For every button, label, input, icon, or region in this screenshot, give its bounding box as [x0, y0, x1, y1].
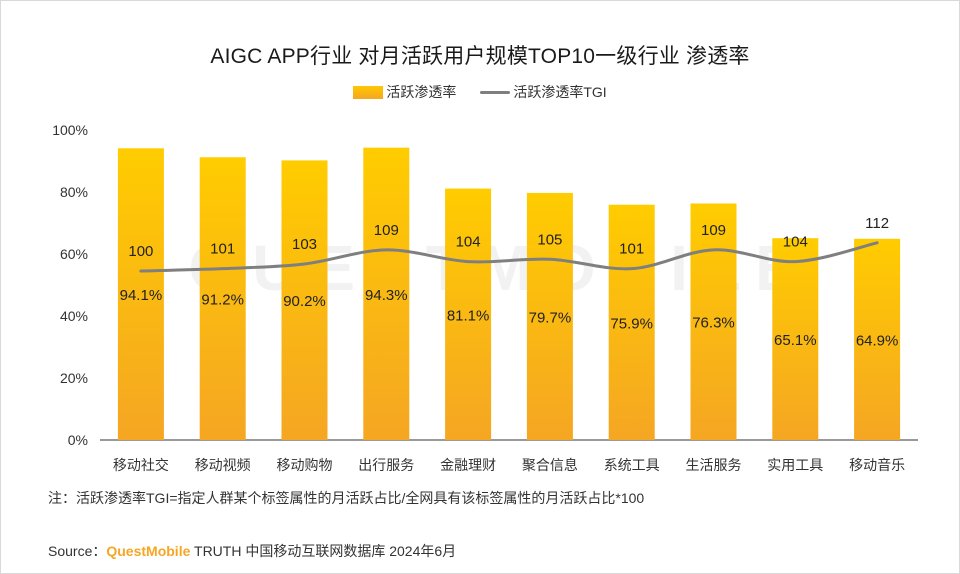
footnote: 注：活跃渗透率TGI=指定人群某个标签属性的月活跃占比/全网具有该标签属性的月活…	[48, 490, 645, 506]
bar	[445, 188, 492, 440]
tgi-value-label: 103	[292, 236, 317, 253]
y-tick-label: 20%	[60, 370, 88, 386]
tgi-value-label: 112	[865, 215, 889, 232]
legend-item-bar: 活跃渗透率	[353, 82, 456, 102]
chart-title: AIGC APP行业 对月活跃用户规模TOP10一级行业 渗透率	[210, 45, 750, 68]
bar	[281, 160, 328, 440]
bar	[526, 192, 573, 440]
source-line: Source：QuestMobile TRUTH 中国移动互联网数据库 2024…	[48, 541, 456, 561]
bar	[199, 157, 246, 440]
legend-bar-swatch	[353, 85, 384, 99]
bar-value-label: 81.1%	[447, 307, 490, 324]
x-tick-label: 聚合信息	[522, 457, 578, 473]
legend-item-line: 活跃渗透率TGI	[480, 82, 607, 102]
bar-value-label: 79.7%	[529, 309, 572, 326]
y-tick-label: 0%	[68, 432, 88, 448]
y-tick-label: 60%	[60, 246, 88, 262]
x-tick-label: 出行服务	[358, 457, 414, 473]
tgi-value-label: 109	[701, 222, 726, 239]
bar-value-label: 64.9%	[856, 332, 899, 349]
x-tick-label: 移动购物	[277, 457, 333, 473]
bar	[772, 238, 819, 440]
y-tick-label: 100%	[52, 122, 88, 138]
y-tick-label: 80%	[60, 184, 88, 200]
x-tick-label: 移动音乐	[849, 457, 905, 473]
tgi-value-label: 104	[783, 234, 808, 251]
bar-value-label: 75.9%	[610, 315, 653, 332]
source-brand: QuestMobile	[106, 543, 191, 559]
bar	[608, 204, 655, 440]
source-prefix: Source：	[48, 543, 107, 559]
tgi-value-label: 104	[456, 234, 481, 251]
x-tick-label: 移动视频	[195, 457, 251, 473]
tgi-value-label: 109	[374, 222, 399, 239]
bar-value-label: 94.3%	[365, 287, 408, 304]
bar	[363, 147, 410, 441]
x-tick-label: 实用工具	[767, 457, 823, 473]
tgi-value-label: 101	[619, 241, 644, 258]
bar-value-label: 76.3%	[692, 315, 735, 332]
tgi-value-label: 100	[128, 243, 153, 260]
source-suffix: TRUTH 中国移动互联网数据库 2024年6月	[190, 543, 457, 559]
x-tick-label: 系统工具	[604, 457, 660, 473]
x-tick-label: 移动社交	[113, 457, 169, 473]
tgi-value-label: 105	[537, 231, 562, 248]
tgi-line	[139, 241, 879, 273]
chart-legend: 活跃渗透率 活跃渗透率TGI	[0, 82, 960, 102]
bar-value-label: 91.2%	[201, 292, 244, 309]
bar	[690, 203, 737, 440]
tgi-value-label: 101	[210, 241, 235, 258]
x-tick-label: 金融理财	[440, 457, 496, 473]
bar-value-label: 90.2%	[283, 293, 326, 310]
legend-line-swatch	[480, 90, 511, 94]
bar	[854, 238, 901, 440]
bar-value-label: 94.1%	[120, 287, 163, 304]
bar-value-label: 65.1%	[774, 332, 817, 349]
x-tick-label: 生活服务	[686, 457, 742, 473]
y-tick-label: 40%	[60, 308, 88, 324]
bar	[117, 148, 164, 441]
legend-bar-label: 活跃渗透率	[386, 84, 457, 100]
legend-line-label: 活跃渗透率TGI	[513, 84, 607, 100]
